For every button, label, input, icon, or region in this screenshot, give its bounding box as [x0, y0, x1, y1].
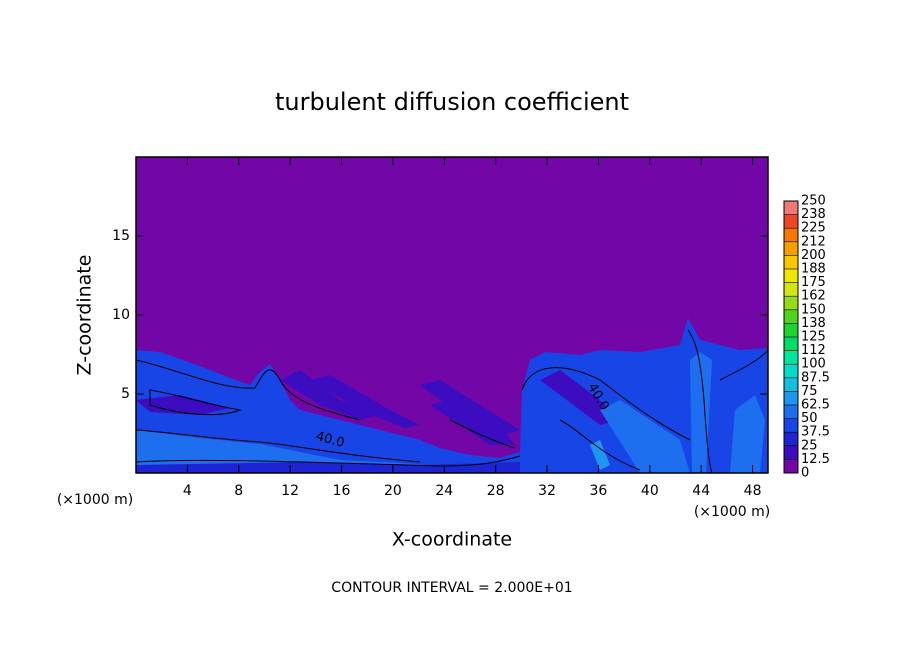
x-tick-label: 32 — [538, 483, 556, 499]
colorbar-swatch — [784, 201, 798, 215]
x-tick-label: 8 — [234, 483, 243, 499]
colorbar-swatch — [784, 364, 798, 378]
x-tick-label: 24 — [435, 483, 453, 499]
colorbar-label: 12.5 — [801, 452, 830, 467]
colorbar-swatch — [784, 377, 798, 392]
colorbar-swatch — [784, 418, 798, 433]
y-tick-label: 10 — [112, 307, 130, 323]
colorbar-label: 25 — [801, 438, 818, 453]
field-streak — [540, 370, 620, 425]
colorbar-label: 175 — [801, 275, 826, 290]
field-streak — [136, 395, 230, 415]
colorbar-label: 212 — [801, 234, 826, 249]
contour-line — [449, 419, 516, 449]
colorbar-swatch — [784, 214, 798, 229]
contour-line — [687, 329, 713, 474]
contour-line — [521, 367, 691, 441]
field-streak — [310, 375, 420, 428]
colorbar-swatch — [784, 405, 798, 419]
colorbar-label: 125 — [801, 330, 826, 345]
colorbar-label: 37.5 — [801, 425, 830, 440]
colorbar-label: 87.5 — [801, 370, 830, 385]
field-region — [136, 318, 768, 473]
colorbar-label: 225 — [801, 221, 826, 236]
y-axis-label: Z-coordinate — [74, 255, 96, 376]
colorbar-label: 150 — [801, 302, 826, 317]
y-tick-label: 15 — [112, 228, 130, 244]
x-tick-label: 4 — [183, 483, 192, 499]
colorbar-swatch — [784, 282, 798, 297]
contour-line — [135, 455, 521, 467]
field-streak — [420, 380, 520, 435]
field-region — [136, 430, 440, 473]
colorbar-swatch — [784, 445, 798, 460]
field-streak — [280, 370, 380, 420]
colorbar-label: 0 — [801, 466, 809, 481]
field-region — [136, 462, 520, 473]
colorbar-swatch — [784, 296, 798, 310]
colorbar-label: 250 — [801, 194, 826, 209]
x-unit-label: (×1000 m) — [57, 492, 133, 508]
chart-title: turbulent diffusion coefficient — [275, 88, 629, 116]
colorbar-swatch — [784, 309, 798, 324]
colorbar-label: 50 — [801, 411, 818, 426]
x-tick-label: 12 — [281, 483, 299, 499]
colorbar-label: 238 — [801, 207, 826, 222]
colorbar-label: 100 — [801, 357, 826, 372]
x-tick-label: 36 — [590, 483, 608, 499]
field-region — [690, 352, 712, 473]
x-tick-label: 40 — [641, 483, 659, 499]
x-tick-label: 20 — [384, 483, 402, 499]
contour-line — [135, 359, 361, 421]
colorbar-swatch — [784, 337, 798, 351]
x-tick-label: 16 — [333, 483, 351, 499]
contour-line — [559, 419, 641, 471]
colorbar-label: 112 — [801, 343, 826, 358]
colorbar-swatch — [784, 432, 798, 446]
colorbar-swatch — [784, 350, 798, 365]
colorbar-label: 188 — [801, 262, 826, 277]
contour-line — [719, 349, 769, 381]
colorbar-label: 138 — [801, 316, 826, 331]
colorbar-swatch — [784, 459, 798, 473]
colorbar-label: 62.5 — [801, 398, 830, 413]
contour-label: 40.0 — [314, 429, 346, 451]
x-tick-label: 48 — [744, 483, 762, 499]
colorbar-swatch — [784, 228, 798, 242]
contour-line — [135, 429, 421, 463]
colorbar-label: 75 — [801, 384, 818, 399]
field-region — [730, 395, 765, 473]
colorbar-label: 162 — [801, 289, 826, 304]
colorbar-label: 200 — [801, 248, 826, 263]
field-streak — [430, 400, 515, 445]
colorbar-swatch — [784, 269, 798, 283]
field-region — [590, 440, 610, 470]
x-axis-label: X-coordinate — [392, 529, 512, 551]
colorbar-swatch — [784, 241, 798, 256]
contour-line — [149, 389, 242, 416]
footer: CONTOUR INTERVAL = 2.000E+01 — [331, 580, 572, 596]
x-tick-label: 28 — [487, 483, 505, 499]
colorbar-swatch — [784, 323, 798, 337]
y-tick-label: 5 — [121, 386, 130, 402]
x-tick-label: 44 — [692, 483, 710, 499]
x-unit-label: (×1000 m) — [694, 504, 770, 520]
colorbar-swatch — [784, 391, 798, 405]
colorbar-swatch — [784, 255, 798, 269]
field-region — [600, 400, 690, 473]
